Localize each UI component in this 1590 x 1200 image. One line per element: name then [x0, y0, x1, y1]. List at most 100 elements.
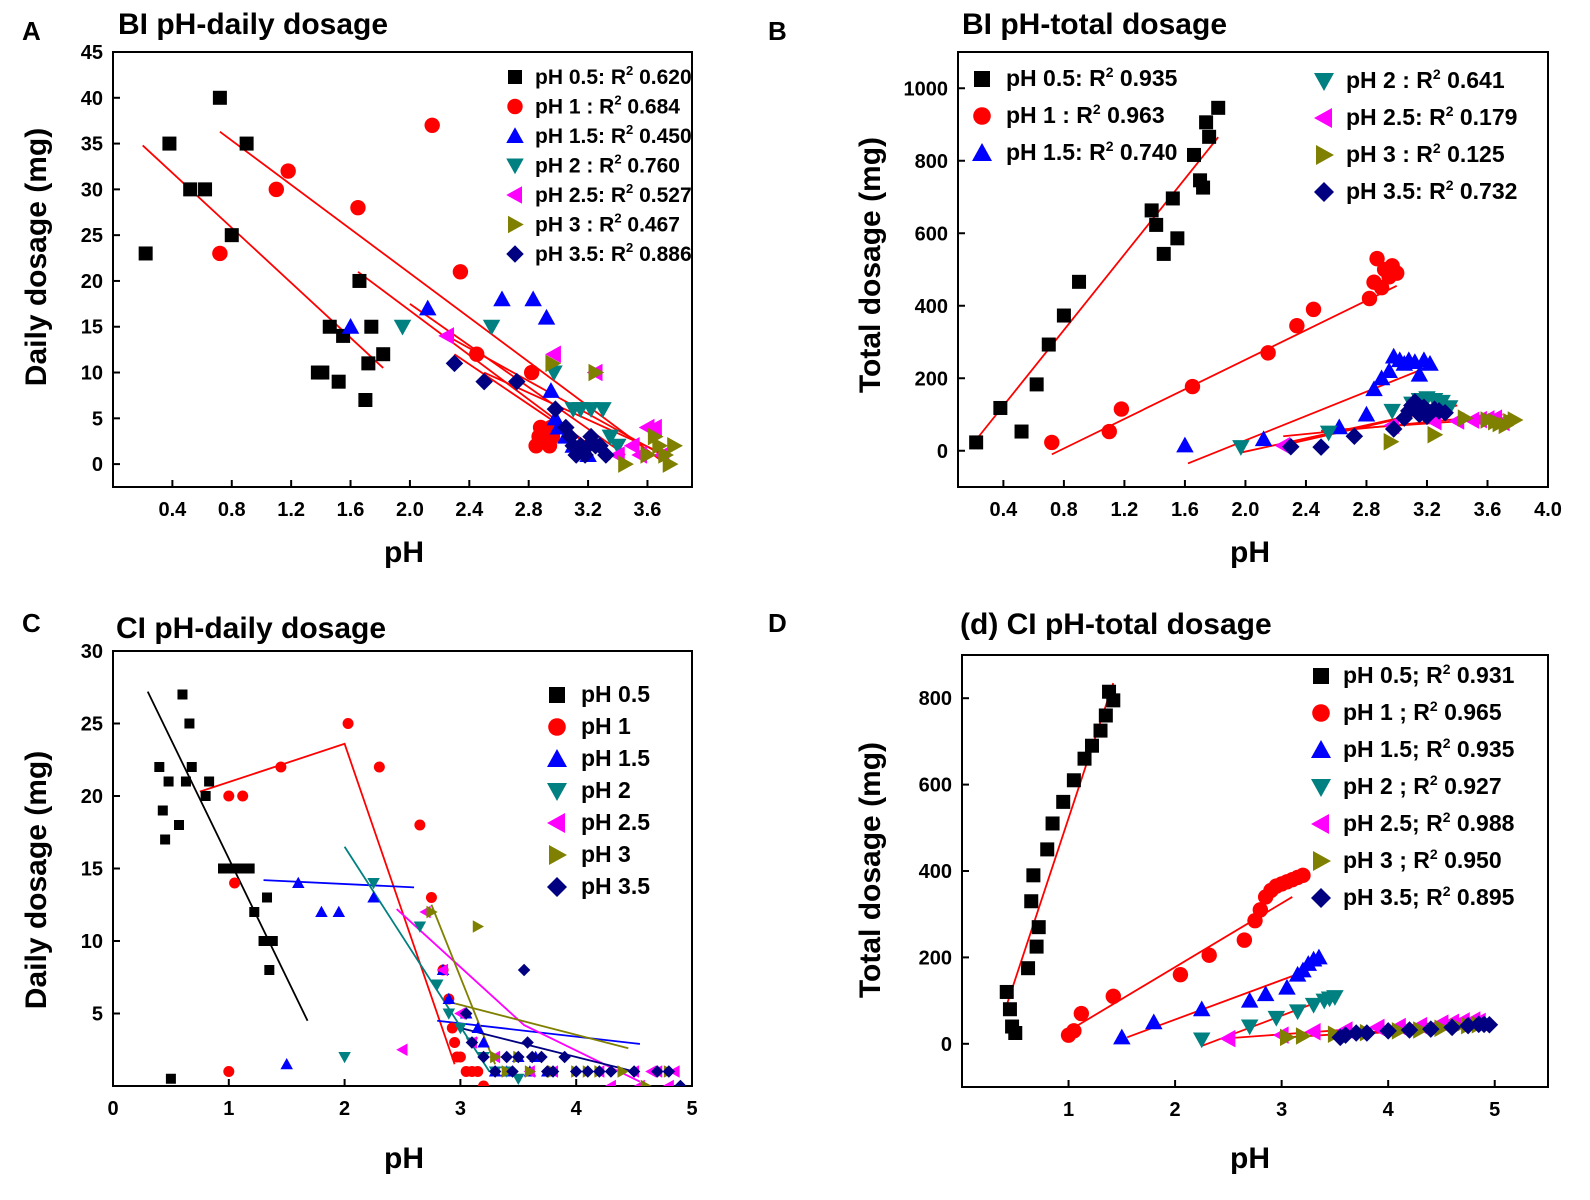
data-point [396, 1043, 408, 1056]
legend-superscript: 2 [1106, 138, 1114, 154]
data-point [341, 317, 360, 334]
data-point [521, 1036, 534, 1049]
legend-marker [1313, 668, 1329, 684]
x-tick-label: 0.4 [989, 499, 1018, 521]
legend-r2-value: 0.684 [622, 96, 681, 119]
legend-superscript: 2 [614, 93, 621, 108]
legend-r2-value: 0.988 [1450, 810, 1514, 836]
data-point [1236, 932, 1253, 948]
panel-b-label: B [768, 16, 787, 46]
data-point [452, 264, 469, 280]
data-point [1113, 401, 1130, 417]
data-point [1312, 438, 1330, 456]
data-point [647, 427, 664, 446]
data-point [393, 319, 412, 336]
data-point [1459, 1016, 1477, 1035]
data-point [1304, 1022, 1321, 1041]
legend-label-text: pH 1 ; R [1343, 699, 1430, 725]
data-point [226, 863, 237, 874]
data-point [1267, 1010, 1286, 1027]
data-point [1282, 438, 1300, 456]
data-point [493, 290, 511, 307]
data-point [512, 1073, 525, 1085]
data-point [471, 1021, 485, 1033]
legend-superscript: 2 [1443, 883, 1451, 899]
data-point [1330, 418, 1348, 435]
data-point [438, 327, 455, 345]
panel-c-label: C [22, 608, 41, 638]
panel-a: A BI pH-daily dosage pH Daily dosage (mg… [20, 8, 693, 569]
y-tick-label: 25 [81, 714, 103, 736]
data-point [200, 791, 211, 801]
legend-label-text: pH 2 : R [1346, 67, 1433, 93]
data-point [223, 790, 235, 802]
fit-line [972, 136, 1219, 445]
legend-label: pH 2 [581, 777, 631, 803]
legend-r2-value: 0.895 [1450, 884, 1514, 910]
legend-marker [1314, 182, 1334, 202]
x-tick-label: 1.6 [1171, 499, 1199, 521]
x-tick-label: 3 [455, 1098, 466, 1120]
panel-b: B BI pH-total dosage pH Total dosage (mg… [768, 8, 1562, 569]
legend-label-text: pH 1.5: R [1006, 139, 1106, 165]
data-point [454, 1023, 467, 1035]
data-point [1144, 203, 1159, 218]
data-point [535, 1050, 548, 1064]
data-point [662, 1065, 676, 1078]
fit-line [146, 691, 309, 1022]
fit-line [219, 130, 663, 463]
data-point [376, 347, 391, 362]
legend-superscript: 2 [1430, 772, 1438, 788]
data-point [367, 891, 380, 903]
data-point [1066, 1023, 1082, 1039]
y-tick-label: 400 [919, 861, 952, 883]
fit-line [448, 1001, 629, 1050]
panel-a-x-axis-title: pH [384, 536, 424, 569]
legend-r2-value: 0.760 [622, 155, 680, 178]
data-point [517, 963, 531, 977]
y-tick-label: 400 [915, 296, 948, 318]
plot-area [969, 100, 1524, 465]
data-point [1383, 403, 1401, 420]
data-point [212, 90, 227, 105]
data-point [239, 136, 254, 151]
data-point [1310, 948, 1328, 965]
data-point [426, 905, 438, 919]
data-point [1056, 794, 1071, 809]
data-point [262, 892, 273, 903]
data-point [445, 354, 464, 373]
data-point [1480, 1016, 1499, 1034]
data-point [442, 1008, 456, 1020]
data-point [618, 455, 634, 473]
fit-line [343, 846, 491, 1072]
data-point [651, 1065, 664, 1078]
data-point [258, 936, 269, 946]
legend-label: pH 1.5: R2 0.450 [535, 122, 692, 148]
x-tick-label: 0.8 [1050, 499, 1078, 521]
legend-superscript: 2 [1433, 66, 1441, 82]
data-point [1101, 423, 1117, 440]
legend-label: pH 1 [581, 713, 631, 739]
x-tick-label: 2.4 [455, 499, 484, 521]
data-point [524, 290, 542, 307]
data-point [1319, 425, 1338, 442]
data-point [546, 1065, 560, 1078]
data-point [442, 992, 456, 1004]
legend-superscript: 2 [1106, 64, 1114, 80]
y-tick-label: 10 [81, 931, 103, 953]
legend-marker [1313, 851, 1331, 871]
legend-label-text: pH 2.5 [581, 809, 650, 835]
data-point [537, 308, 556, 325]
legend-r2-value: 0.927 [1438, 773, 1502, 799]
x-tick-label: 2.8 [1353, 499, 1381, 521]
y-tick-label: 0 [937, 441, 948, 463]
data-point [218, 863, 229, 874]
legend-label-text: pH 1 : R [1006, 102, 1093, 128]
legend-label-text: pH 1.5; R [1343, 736, 1443, 762]
data-point [569, 1065, 583, 1078]
data-point [993, 400, 1008, 415]
data-point [268, 181, 285, 198]
data-point [617, 1065, 629, 1078]
data-point [1040, 842, 1055, 857]
legend-superscript: 2 [1430, 698, 1438, 714]
